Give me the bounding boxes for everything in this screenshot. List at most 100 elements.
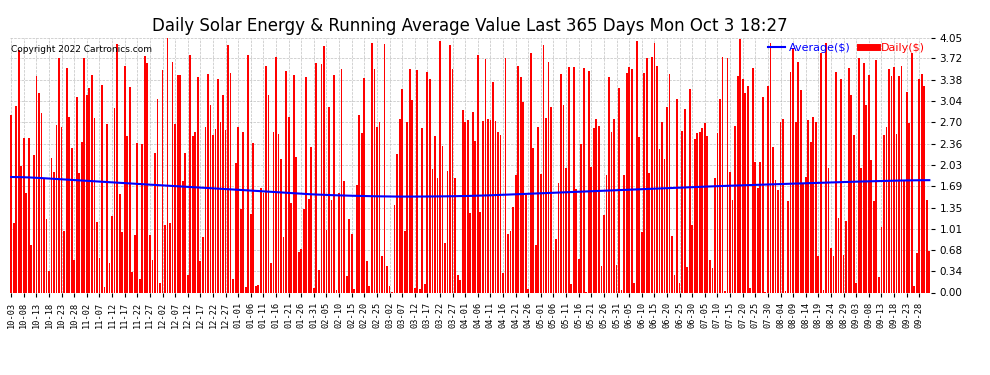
Bar [373, 69, 375, 292]
Bar [164, 225, 166, 292]
Bar [88, 88, 90, 292]
Bar [613, 119, 615, 292]
Bar [507, 234, 509, 292]
Bar [132, 272, 133, 292]
Bar [298, 252, 300, 292]
Bar [243, 132, 245, 292]
Bar [528, 290, 529, 292]
Bar [174, 124, 176, 292]
Bar [23, 138, 25, 292]
Bar [260, 188, 261, 292]
Bar [780, 122, 781, 292]
Bar [245, 287, 247, 292]
Bar [540, 174, 542, 292]
Bar [790, 72, 791, 292]
Bar [906, 92, 908, 292]
Bar [929, 251, 931, 292]
Bar [533, 148, 535, 292]
Bar [769, 42, 771, 292]
Bar [782, 119, 784, 292]
Bar [898, 76, 900, 292]
Bar [805, 177, 807, 292]
Bar [624, 174, 625, 292]
Bar [911, 53, 913, 292]
Bar [676, 99, 678, 292]
Bar [104, 287, 105, 292]
Bar [361, 133, 362, 292]
Bar [119, 195, 121, 292]
Bar [777, 189, 779, 292]
Bar [865, 105, 867, 292]
Bar [489, 120, 491, 292]
Bar [830, 248, 832, 292]
Bar [212, 135, 214, 292]
Bar [257, 285, 259, 292]
Bar [445, 243, 446, 292]
Bar [852, 135, 854, 292]
Bar [222, 95, 224, 292]
Bar [91, 75, 93, 292]
Bar [129, 87, 131, 292]
Bar [386, 266, 388, 292]
Bar [265, 66, 267, 292]
Bar [197, 77, 199, 292]
Bar [21, 166, 22, 292]
Bar [83, 57, 85, 292]
Bar [919, 79, 920, 292]
Bar [169, 223, 171, 292]
Bar [482, 121, 484, 292]
Bar [505, 58, 507, 292]
Bar [371, 43, 373, 292]
Bar [303, 209, 305, 292]
Bar [656, 66, 657, 292]
Bar [863, 63, 864, 292]
Bar [101, 85, 103, 292]
Bar [161, 70, 163, 292]
Bar [787, 201, 789, 292]
Bar [719, 99, 721, 292]
Bar [924, 86, 926, 292]
Bar [661, 122, 663, 292]
Bar [671, 237, 673, 292]
Bar [65, 68, 67, 292]
Bar [774, 180, 776, 292]
Bar [833, 256, 835, 292]
Bar [199, 261, 201, 292]
Bar [341, 69, 343, 292]
Bar [228, 45, 229, 292]
Bar [645, 58, 647, 292]
Bar [205, 128, 206, 292]
Bar [644, 73, 645, 292]
Bar [13, 224, 15, 292]
Bar [704, 123, 706, 292]
Bar [215, 129, 217, 292]
Bar [288, 117, 289, 292]
Bar [823, 290, 825, 292]
Bar [114, 108, 116, 292]
Bar [383, 44, 385, 292]
Bar [323, 46, 325, 292]
Bar [31, 245, 33, 292]
Bar [914, 286, 915, 292]
Bar [836, 72, 837, 292]
Bar [300, 249, 302, 292]
Bar [233, 279, 234, 292]
Bar [702, 128, 703, 292]
Bar [593, 128, 595, 292]
Bar [621, 290, 623, 292]
Bar [651, 57, 652, 292]
Bar [538, 128, 540, 292]
Bar [629, 67, 630, 292]
Legend: Average($), Daily($): Average($), Daily($) [768, 43, 925, 53]
Bar [50, 158, 52, 292]
Bar [116, 44, 118, 292]
Bar [578, 260, 579, 292]
Bar [177, 75, 178, 292]
Bar [800, 90, 802, 292]
Bar [366, 261, 367, 292]
Bar [316, 63, 317, 292]
Bar [722, 57, 724, 292]
Bar [792, 48, 794, 292]
Bar [142, 144, 144, 292]
Bar [557, 183, 559, 292]
